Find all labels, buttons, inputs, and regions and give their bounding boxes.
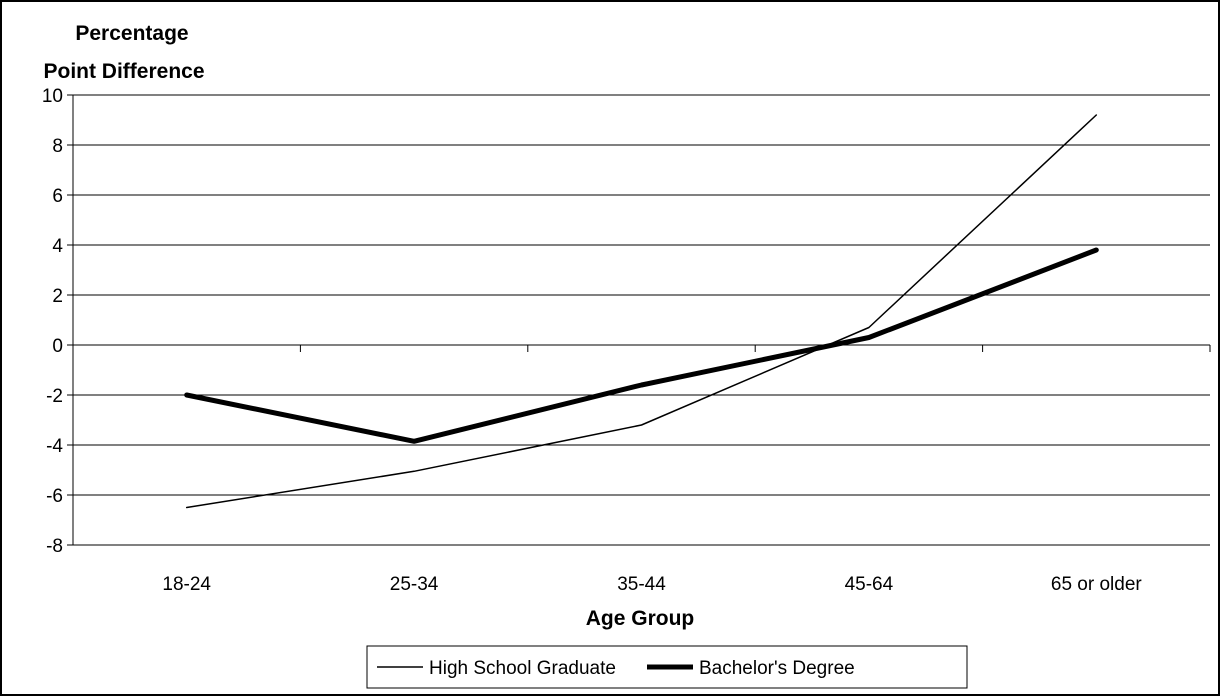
data-point-bachelor-s-degree [1095, 249, 1097, 251]
y-tick-label: 10 [42, 86, 63, 107]
x-tick-label: 25-34 [390, 574, 439, 595]
y-tick-label: -8 [46, 536, 63, 557]
data-point-high-school-graduate [1095, 114, 1097, 116]
data-point-bachelor-s-degree [868, 337, 870, 338]
data-point-high-school-graduate [641, 424, 642, 426]
x-tick-label: 65 or older [1051, 574, 1143, 595]
x-tick-label: 35-44 [617, 574, 666, 595]
x-tick-label: 18-24 [162, 574, 211, 595]
y-tick-label: 8 [52, 136, 63, 157]
y-axis-title-line-1: Percentage [75, 22, 188, 45]
x-axis-title: Age Group [586, 607, 695, 630]
data-point-bachelor-s-degree [641, 384, 642, 386]
axes [67, 94, 1211, 546]
y-tick-label: 2 [52, 286, 63, 307]
y-tick-label: 6 [52, 186, 63, 207]
data-point-bachelor-s-degree [413, 440, 415, 442]
series-lines [184, 114, 1099, 509]
x-tick-label: 45-64 [845, 574, 894, 595]
data-point-high-school-graduate [868, 327, 870, 328]
data-point-high-school-graduate [186, 507, 188, 508]
y-tick-label: 4 [52, 236, 63, 257]
legend-label-high-school-graduate: High School Graduate [429, 658, 616, 679]
y-tick-label: -6 [46, 486, 63, 507]
y-tick-label: 0 [52, 336, 63, 357]
data-point-high-school-graduate [413, 470, 415, 472]
legend: High School Graduate Bachelor's Degree [366, 645, 968, 689]
legend-label-bachelors-degree: Bachelor's Degree [699, 658, 855, 679]
y-tick-labels: 10 8 6 4 2 0 -2 -4 -6 -8 [42, 86, 64, 557]
x-tick-labels: 18-24 25-34 35-44 45-64 65 or older [162, 574, 1142, 595]
y-axis-title-line-2: Point Difference [43, 60, 204, 83]
y-tick-label: -4 [46, 436, 63, 457]
y-tick-label: -2 [46, 386, 63, 407]
data-point-bachelor-s-degree [186, 394, 188, 396]
